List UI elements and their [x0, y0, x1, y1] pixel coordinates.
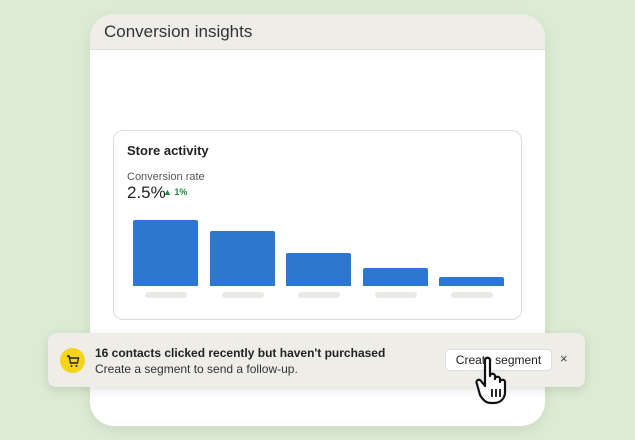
bar: [362, 268, 428, 286]
metric-label: Conversion rate: [127, 171, 205, 183]
bar: [133, 220, 198, 286]
bar: [439, 277, 504, 286]
bar-label-placeholder: [298, 292, 340, 298]
create-segment-button[interactable]: Create segment: [445, 349, 552, 371]
pointer-hand-icon: [475, 356, 507, 405]
card-title: Store activity: [127, 143, 209, 158]
bar-label-placeholder: [451, 292, 493, 298]
store-activity-card: Store activity Conversion rate 2.5% ▲ 1%: [113, 130, 522, 320]
metric-value: 2.5%: [127, 183, 166, 202]
bar: [209, 231, 275, 286]
cart-icon: [60, 348, 85, 373]
bar-label-placeholder: [374, 292, 417, 298]
toast-title: 16 contacts clicked recently but haven't…: [95, 346, 386, 360]
window-title: Conversion insights: [90, 14, 545, 50]
metric-delta: ▲ 1%: [163, 187, 188, 197]
toast-subtitle: Create a segment to send a follow-up.: [95, 362, 298, 376]
bar: [286, 253, 351, 286]
bar-label-placeholder: [145, 292, 187, 298]
close-icon[interactable]: ×: [560, 351, 568, 366]
bar-label-placeholder: [221, 292, 264, 298]
